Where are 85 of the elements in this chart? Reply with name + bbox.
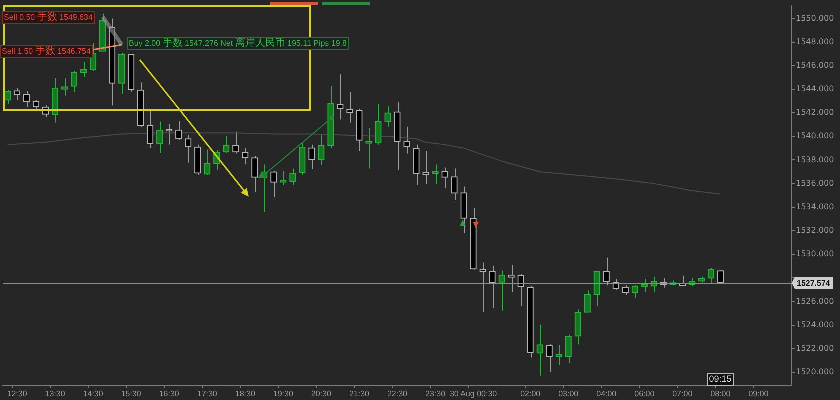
y-tick-label: 1546.000 [796, 61, 834, 70]
candlestick [632, 285, 638, 299]
y-tick-label: 1536.000 [796, 178, 834, 188]
candlestick [489, 265, 496, 310]
candlestick [61, 78, 68, 96]
y-tick-label: 1534.000 [796, 202, 834, 212]
candlestick [204, 149, 211, 176]
y-tick-label: 1530.000 [796, 250, 834, 259]
candlestick [23, 91, 30, 108]
candlestick [280, 170, 287, 186]
candlestick [518, 274, 524, 307]
candlestick [14, 88, 21, 100]
candlestick [185, 134, 192, 164]
candlestick [442, 167, 448, 189]
x-tick-label: 22:30 [387, 389, 408, 398]
candlestick [404, 126, 410, 154]
candlestick [156, 121, 164, 154]
candlestick [80, 62, 88, 78]
x-tick-label: 09:00 [748, 389, 770, 398]
candlestick [232, 131, 240, 154]
candlestick [556, 345, 562, 366]
y-tick-label: 1524.000 [796, 320, 834, 330]
y-tick-label: 1538.000 [796, 155, 834, 164]
y-tick-label: 1532.000 [796, 226, 834, 236]
candlestick [252, 156, 258, 193]
candlestick [147, 110, 154, 149]
annotation: Buy 2.00 手数 1547.276 Net 离岸人民币 195.11 Pips 19.8 [127, 37, 349, 50]
candlestick [308, 144, 316, 170]
candlestick [565, 334, 572, 364]
y-tick-label: 1540.000 [796, 132, 834, 141]
y-tick-label: 1550.000 [796, 14, 834, 23]
candlestick [337, 74, 344, 120]
y-tick-label: 1520.000 [796, 368, 834, 377]
candlestick [290, 168, 296, 186]
candlestick [375, 103, 382, 146]
x-tick-label: 18:30 [235, 389, 256, 398]
x-tick-label: 03:00 [558, 389, 580, 398]
x-tick-label: 15:30 [121, 389, 142, 398]
x-tick-label: 19:30 [273, 389, 294, 398]
x-tick-label: 17:30 [197, 389, 218, 398]
candlestick [451, 168, 458, 202]
x-tick-label: 07:00 [672, 389, 694, 398]
x-tick-label: 21:30 [349, 389, 370, 398]
annotation: 09:15 [707, 373, 734, 386]
candlestick [546, 344, 553, 373]
candlestick [176, 120, 182, 141]
x-tick-label: 23:30 [426, 389, 446, 398]
candlestick [594, 270, 600, 307]
x-tick-label: 12:30 [7, 389, 28, 398]
candlestick [622, 285, 629, 296]
annotation: Sell 0.50 手数 1549.634 [2, 11, 95, 24]
x-tick-label: 13:30 [45, 389, 66, 398]
candlestick [4, 90, 12, 104]
x-tick-label: 08:00 [710, 389, 732, 398]
ref-line-label: 1527.574 [797, 278, 831, 288]
candlestick [223, 136, 230, 154]
candlestick [384, 106, 392, 128]
x-tick-label: 04:00 [596, 389, 618, 398]
candlestick [413, 144, 420, 186]
x-tick-label: 30 Aug 00:30 [450, 389, 498, 398]
candlestick [717, 269, 724, 285]
candlestick [366, 128, 372, 170]
y-tick-label: 1544.000 [796, 84, 834, 94]
x-tick-label: 14:30 [83, 389, 104, 398]
candlestick [346, 92, 354, 124]
candlestick [508, 264, 515, 293]
candlestick [318, 134, 325, 166]
candlestick [708, 268, 715, 285]
candlestick [270, 170, 278, 198]
y-tick-label: 1548.000 [796, 37, 834, 46]
x-tick-label: 02:00 [520, 389, 542, 398]
y-tick-label: 1522.000 [796, 344, 834, 353]
y-tick-label: 1526.000 [796, 296, 834, 306]
candlestick [584, 290, 591, 314]
x-tick-label: 20:30 [311, 389, 332, 398]
candlestick [536, 324, 544, 376]
candlestick [70, 70, 78, 93]
candlestick [498, 270, 506, 312]
x-tick-label: 16:30 [159, 389, 180, 398]
x-tick-label: 06:00 [634, 389, 656, 398]
annotation: Sell 1.50 手数 1546.754 [0, 45, 93, 58]
candlestick [242, 148, 249, 166]
y-tick-label: 1542.000 [796, 108, 834, 118]
candlestick [574, 309, 582, 346]
candlestick [603, 257, 610, 286]
